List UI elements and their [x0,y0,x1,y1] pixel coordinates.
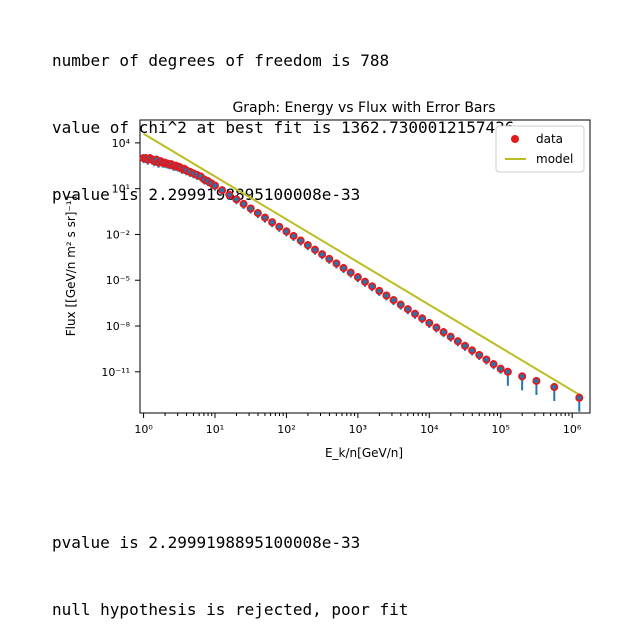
y-tick-label: 10⁻⁸ [106,320,131,333]
data-point-center [491,361,496,367]
data-point-center [362,279,368,284]
data-point-center [262,215,268,220]
data-point-center [319,252,325,257]
data-point-center [334,261,339,266]
data-point-center [384,293,389,298]
data-point-center [369,284,375,289]
data-point-center [462,343,468,349]
data-point-center [469,348,475,353]
verdict-line: null hypothesis is rejected, poor fit [52,600,409,619]
data-point-center [305,242,311,248]
cell-output-bottom: pvalue is 2.2999198895100008e-33 null hy… [52,488,408,644]
data-point-layer [139,154,584,402]
data-point-center [534,378,539,384]
data-point-center [434,325,439,330]
data-point-center [227,192,232,197]
data-point-center [355,274,361,280]
data-point-center [291,233,296,239]
data-point-center [234,197,239,202]
data-point-center [448,334,453,339]
x-tick-label: 10² [277,423,295,436]
data-point-center [419,316,425,321]
data-point-center [552,384,557,390]
y-tick-label: 10⁴ [112,137,131,150]
data-point-center [398,302,403,307]
data-point-center [277,224,282,230]
model-line [143,132,580,396]
data-point-center [248,206,253,211]
data-point-center [405,307,411,312]
data-point-center [455,339,461,344]
data-point-center [284,229,289,234]
data-point-center [341,265,346,271]
data-point-center [498,366,503,371]
model-layer [143,132,580,396]
data-point-center [505,369,511,374]
data-point-center [441,329,446,335]
data-point-center [412,311,418,317]
data-point-center [391,297,396,303]
data-point-center [377,288,382,294]
x-tick-label: 10⁵ [492,423,510,436]
legend: data model [495,125,585,173]
data-point-center [219,187,225,193]
data-point-center [269,220,275,225]
y-tick-label: 10¹ [112,183,130,196]
data-point-center [477,352,482,358]
y-tick-label: 10⁻¹¹ [101,366,130,379]
data-point-center [348,270,353,275]
y-tick-label: 10⁻² [106,228,130,241]
x-axis-label: E_k/n[GeV/n] [325,446,403,460]
data-point-center [298,238,303,243]
x-axis-ticks: 10⁰ 10¹ 10² 10³ 10⁴ 10⁵ 10⁶ [134,413,582,436]
pvalue-result-line: pvalue is 2.2999198895100008e-33 [52,533,361,552]
x-tick-label: 10⁶ [563,423,582,436]
data-point-center [484,357,489,362]
data-point-center [577,395,582,400]
legend-data-label: data [536,132,563,146]
data-point-center [212,183,218,188]
legend-data-marker [511,135,519,143]
cell-output-top: number of degrees of freedom is 788 valu… [52,6,514,229]
legend-model-label: model [536,152,573,166]
data-point-center [312,247,318,252]
pvalue-output-line: pvalue is 2.2999198895100008e-33 [52,185,361,204]
chi2-output-line: value of chi^2 at best fit is 1362.73000… [52,118,515,137]
x-tick-label: 10¹ [206,423,224,436]
energy-flux-chart: Graph: Energy vs Flux with Error Bars 10… [64,100,591,460]
data-point-center [241,201,246,207]
data-point-center [255,210,261,216]
y-axis-ticks: 10⁴ 10¹ 10⁻² 10⁻⁵ 10⁻⁸ 10⁻¹¹ [101,137,140,379]
x-tick-label: 10⁰ [134,423,153,436]
x-tick-label: 10⁴ [420,423,439,436]
y-axis-label: Flux [[GeV/n m² s sr]⁻¹] [64,196,78,337]
dof-output-line: number of degrees of freedom is 788 [52,51,390,70]
data-point-center [327,256,332,262]
data-point-center [519,374,525,379]
chart-title: Graph: Energy vs Flux with Error Bars [232,100,495,116]
x-tick-label: 10³ [349,423,367,436]
data-point-center [427,320,432,326]
plot-area-frame [139,119,591,414]
y-tick-label: 10⁻⁵ [106,274,130,287]
